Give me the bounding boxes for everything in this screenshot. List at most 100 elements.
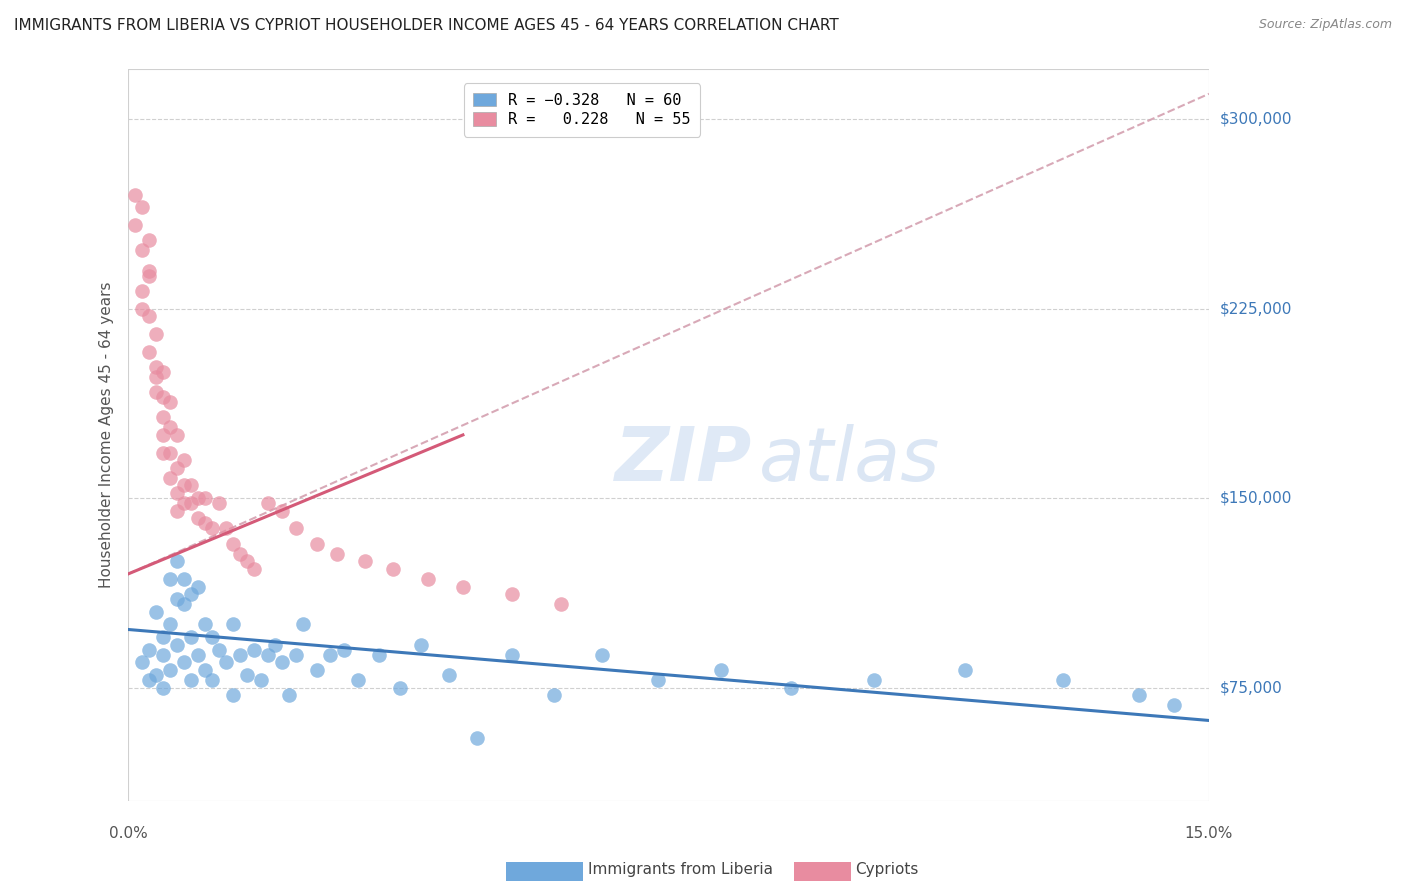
Point: [131, 301, 153, 316]
Point: [465, 731, 488, 746]
Point: [180, 496, 202, 510]
Point: [187, 648, 209, 662]
Point: [256, 496, 278, 510]
Point: [284, 521, 307, 535]
Point: [354, 554, 377, 568]
Point: [305, 536, 328, 550]
Y-axis label: Householder Income Ages 45 - 64 years: Householder Income Ages 45 - 64 years: [100, 282, 114, 588]
Point: [382, 562, 405, 576]
Point: [145, 384, 167, 399]
Point: [159, 572, 181, 586]
Point: [145, 326, 167, 341]
Point: [166, 554, 188, 568]
Point: [131, 656, 153, 670]
Point: [173, 656, 195, 670]
Point: [201, 521, 224, 535]
Point: [242, 642, 264, 657]
Point: [159, 617, 181, 632]
Point: [229, 547, 252, 561]
Point: [173, 572, 195, 586]
Text: ZIP: ZIP: [614, 424, 752, 497]
Point: [145, 369, 167, 384]
Point: [194, 516, 217, 531]
Point: [270, 504, 292, 518]
Point: [131, 244, 153, 258]
Point: [152, 648, 174, 662]
Point: [215, 521, 238, 535]
Point: [319, 648, 342, 662]
Point: [389, 681, 412, 695]
Point: [187, 491, 209, 505]
Point: [194, 663, 217, 677]
Point: [215, 656, 238, 670]
Point: [159, 395, 181, 409]
Point: [368, 648, 391, 662]
Legend: R = −0.328   N = 60, R =   0.228   N = 55: R = −0.328 N = 60, R = 0.228 N = 55: [464, 84, 700, 136]
Point: [166, 592, 188, 607]
Point: [249, 673, 271, 687]
Point: [152, 410, 174, 425]
Point: [180, 630, 202, 644]
Point: [222, 617, 245, 632]
Point: [145, 605, 167, 619]
Point: [416, 572, 439, 586]
Point: [591, 648, 613, 662]
Point: [152, 428, 174, 442]
Point: [124, 218, 146, 232]
Point: [187, 580, 209, 594]
Point: [270, 656, 292, 670]
Point: [779, 681, 801, 695]
Point: [152, 681, 174, 695]
Point: [326, 547, 349, 561]
Point: [173, 597, 195, 611]
Point: [710, 663, 733, 677]
Point: [138, 673, 160, 687]
Point: [953, 663, 976, 677]
Point: [159, 445, 181, 459]
Point: [173, 453, 195, 467]
Point: [194, 491, 217, 505]
Text: $225,000: $225,000: [1220, 301, 1292, 316]
Text: $150,000: $150,000: [1220, 491, 1292, 506]
Point: [236, 668, 259, 682]
Point: [222, 688, 245, 702]
Point: [208, 496, 231, 510]
Point: [543, 688, 565, 702]
Point: [152, 365, 174, 379]
Text: $300,000: $300,000: [1220, 112, 1292, 127]
Point: [550, 597, 572, 611]
Point: [256, 648, 278, 662]
Point: [138, 344, 160, 359]
Point: [138, 233, 160, 247]
Point: [222, 536, 245, 550]
Point: [333, 642, 356, 657]
Point: [152, 445, 174, 459]
Point: [138, 642, 160, 657]
Point: [208, 642, 231, 657]
Point: [863, 673, 886, 687]
Text: IMMIGRANTS FROM LIBERIA VS CYPRIOT HOUSEHOLDER INCOME AGES 45 - 64 YEARS CORRELA: IMMIGRANTS FROM LIBERIA VS CYPRIOT HOUSE…: [14, 18, 839, 33]
Point: [409, 638, 432, 652]
Point: [166, 428, 188, 442]
Text: Immigrants from Liberia: Immigrants from Liberia: [588, 863, 773, 877]
Point: [501, 587, 523, 601]
Point: [194, 617, 217, 632]
Point: [159, 663, 181, 677]
Point: [647, 673, 669, 687]
Text: atlas: atlas: [759, 425, 941, 496]
Text: Source: ZipAtlas.com: Source: ZipAtlas.com: [1258, 18, 1392, 31]
Point: [229, 648, 252, 662]
Text: Cypriots: Cypriots: [855, 863, 918, 877]
Text: $75,000: $75,000: [1220, 680, 1282, 695]
Text: 0.0%: 0.0%: [108, 826, 148, 841]
Point: [166, 504, 188, 518]
Point: [451, 580, 474, 594]
Point: [263, 638, 285, 652]
Point: [501, 648, 523, 662]
Point: [1052, 673, 1074, 687]
Point: [437, 668, 460, 682]
Point: [138, 309, 160, 323]
Point: [131, 284, 153, 298]
Text: 15.0%: 15.0%: [1185, 826, 1233, 841]
Point: [173, 496, 195, 510]
